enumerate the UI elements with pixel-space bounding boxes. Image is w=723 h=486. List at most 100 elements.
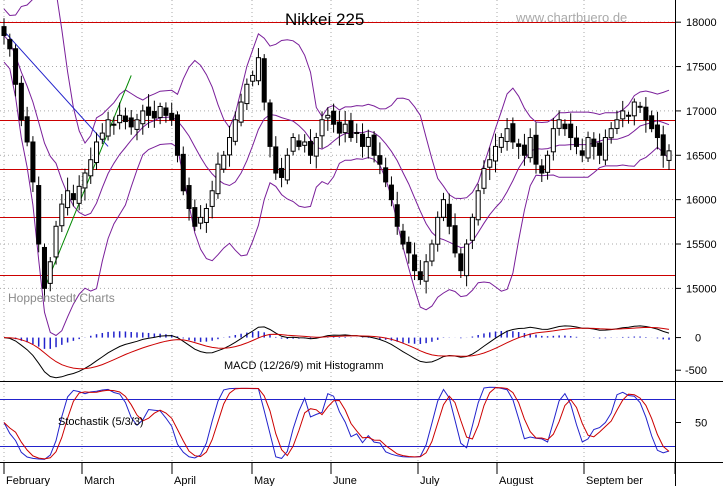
candle-body [313, 137, 319, 157]
candle-body [597, 142, 603, 156]
candle-body [88, 159, 94, 177]
grid [0, 0, 675, 462]
candle-body [510, 123, 516, 143]
candle-body [556, 119, 562, 129]
candle-body [221, 154, 227, 170]
candle-body [18, 82, 24, 121]
candle-body [325, 114, 331, 119]
candle-body [76, 185, 82, 204]
candle-body [232, 119, 238, 142]
candle-body [140, 110, 146, 125]
candle-body [400, 230, 406, 245]
candle-body [93, 141, 100, 164]
macd-label: MACD (12/26/9) mit Histogramm [224, 360, 384, 372]
candle-body [122, 115, 128, 123]
candle-body [111, 123, 117, 126]
candle-body [186, 185, 192, 210]
candle-body [296, 140, 302, 147]
candle-body [41, 246, 48, 289]
candle-body [59, 203, 65, 227]
candle-body [273, 146, 279, 174]
candle-body [620, 110, 626, 120]
price-tick-label: 17000 [686, 106, 717, 118]
trend-lines [3, 30, 132, 289]
candle-body [192, 207, 198, 227]
candle-body [198, 216, 204, 224]
month-label: March [84, 475, 115, 486]
candle-body [475, 190, 481, 221]
candle-body [238, 101, 244, 123]
candle-body [359, 133, 366, 147]
macd-line [3, 325, 670, 379]
candle-body [151, 111, 157, 119]
candle-body [602, 137, 608, 161]
candle-body [174, 114, 181, 156]
candle-body [244, 83, 250, 105]
candle-body [521, 144, 527, 156]
candle-body [660, 134, 666, 156]
candle-body [99, 132, 105, 140]
candle-body [65, 190, 71, 209]
stochastic-tick-label: 50 [695, 418, 707, 430]
candle-body [435, 216, 441, 245]
month-label: February [6, 475, 51, 486]
stochastic-k-line [3, 386, 670, 460]
candle-body [180, 153, 186, 192]
candle-body [36, 185, 42, 245]
candle-body [331, 110, 337, 125]
candle-body [614, 119, 620, 129]
candle-body [550, 128, 556, 153]
candle-body [423, 261, 429, 282]
candle-body [342, 123, 348, 134]
macd-tick-label: 0 [695, 333, 701, 345]
macd-tick-label: -500 [685, 365, 707, 377]
candle-body [649, 115, 655, 130]
candle-body [545, 154, 551, 173]
candle-body [585, 137, 591, 159]
blue-trend-line [3, 30, 109, 147]
candle-body [215, 163, 221, 195]
green-trend-line [44, 75, 132, 289]
candle-body [290, 137, 296, 152]
candle-body [406, 241, 412, 254]
candle-body [388, 184, 394, 201]
macd-signal-line [3, 326, 670, 370]
candle-body [452, 225, 458, 254]
month-label: April [174, 475, 196, 486]
candle-body [226, 137, 233, 156]
candle-body [47, 261, 53, 284]
stochastic-d-line [3, 387, 670, 460]
candlesticks [1, 18, 672, 302]
watermark: Hoppenstedt Charts [8, 291, 115, 305]
candle-body [134, 119, 140, 130]
candle-body [250, 74, 256, 82]
candle-body [464, 243, 470, 277]
candle-body [637, 105, 643, 108]
candle-body [498, 137, 504, 148]
candle-body [487, 159, 493, 168]
candle-body [527, 137, 533, 159]
month-label: Septem ber [586, 475, 643, 486]
candle-body [481, 168, 487, 189]
candle-body [163, 107, 169, 116]
price-tick-label: 16500 [686, 150, 717, 162]
candle-body [169, 112, 175, 121]
candle-body [82, 172, 88, 189]
candle-body [625, 114, 632, 117]
candle-body [302, 141, 308, 146]
candle-body [562, 123, 568, 130]
candle-body [643, 106, 649, 121]
candle-body [666, 150, 672, 161]
candle-body [429, 243, 435, 262]
candle-body [117, 114, 123, 124]
candle-body [1, 26, 7, 36]
candle-body [157, 105, 163, 118]
candle-body [24, 116, 30, 143]
price-tick-label: 18000 [686, 17, 717, 29]
chart-title: Nikkei 225 [285, 10, 364, 29]
candle-body [209, 190, 215, 207]
candle-body [446, 203, 452, 227]
price-tick-label: 15000 [686, 283, 717, 295]
